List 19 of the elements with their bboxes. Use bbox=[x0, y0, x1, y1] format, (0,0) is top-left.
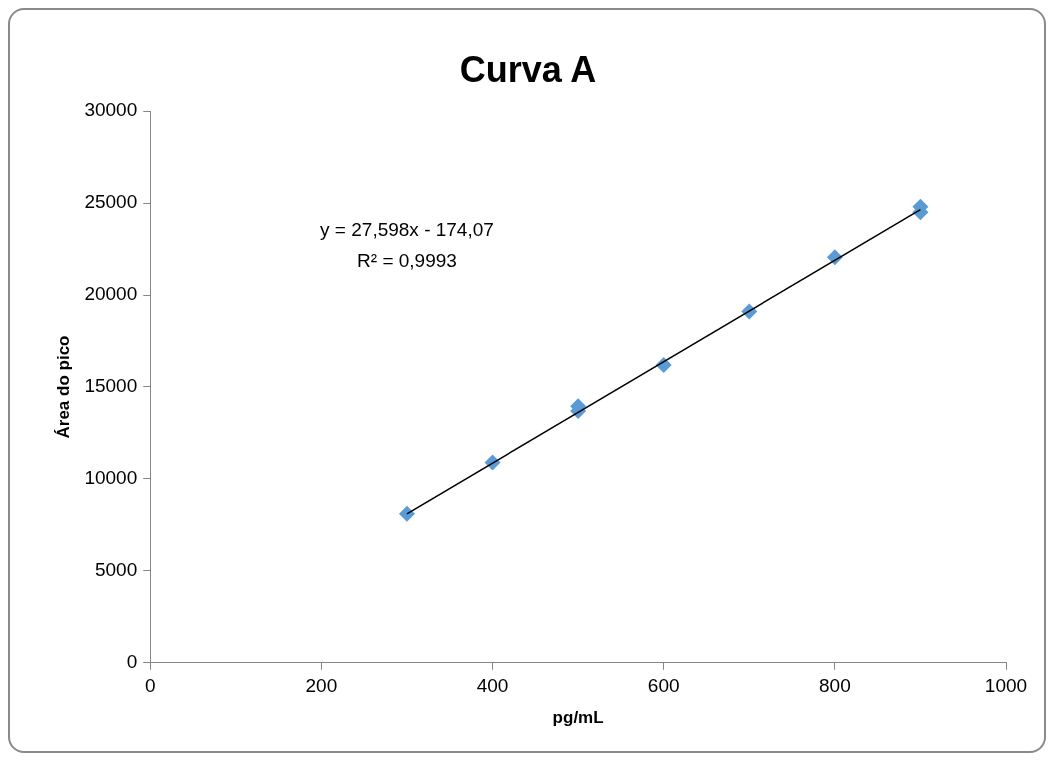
x-tick-label: 800 bbox=[819, 675, 851, 697]
x-tick-label: 0 bbox=[144, 675, 156, 697]
x-axis-title: pg/mL bbox=[552, 708, 604, 728]
annotation: y = 27,598x - 174,07 bbox=[320, 219, 494, 241]
y-tick-label: 30000 bbox=[84, 99, 138, 121]
y-tick-label: 5000 bbox=[94, 559, 138, 581]
x-tick-label: 600 bbox=[647, 675, 680, 697]
y-tick-label: 20000 bbox=[84, 283, 138, 305]
y-tick-label: 10000 bbox=[84, 467, 138, 489]
y-tick-label: 0 bbox=[126, 651, 138, 673]
annotation: R² = 0,9993 bbox=[357, 250, 457, 272]
x-tick-label: 1000 bbox=[984, 675, 1028, 697]
y-tick-label: 25000 bbox=[84, 191, 138, 213]
y-axis-title: Área do pico bbox=[53, 335, 73, 439]
y-tick-label: 15000 bbox=[84, 375, 138, 397]
chart-title: Curva A bbox=[459, 48, 597, 90]
point bbox=[398, 505, 415, 522]
x-tick-label: 400 bbox=[476, 675, 509, 697]
x-tick-label: 200 bbox=[305, 675, 338, 697]
